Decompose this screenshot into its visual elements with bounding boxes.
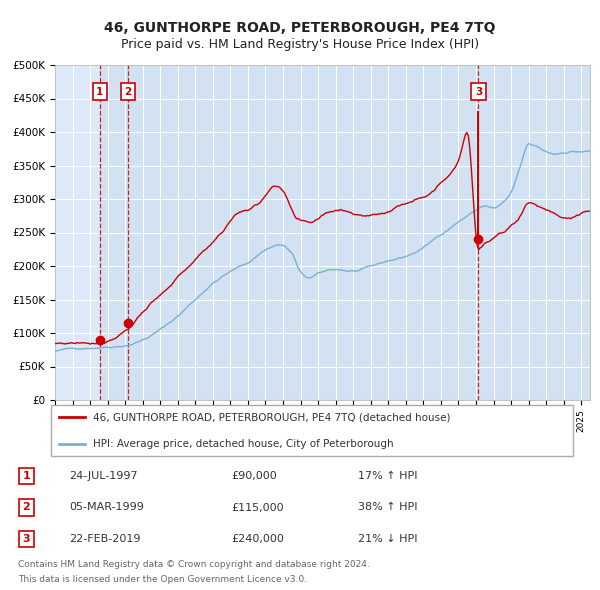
Text: £115,000: £115,000 <box>231 503 284 513</box>
Text: 21% ↓ HPI: 21% ↓ HPI <box>358 534 417 544</box>
Bar <box>128 65 590 400</box>
Text: 1: 1 <box>23 471 30 481</box>
Text: 17% ↑ HPI: 17% ↑ HPI <box>358 471 417 481</box>
Text: 22-FEB-2019: 22-FEB-2019 <box>70 534 141 544</box>
FancyBboxPatch shape <box>50 405 574 456</box>
Text: 46, GUNTHORPE ROAD, PETERBOROUGH, PE4 7TQ: 46, GUNTHORPE ROAD, PETERBOROUGH, PE4 7T… <box>104 21 496 35</box>
Bar <box>100 65 128 400</box>
Text: 05-MAR-1999: 05-MAR-1999 <box>70 503 145 513</box>
Text: 46, GUNTHORPE ROAD, PETERBOROUGH, PE4 7TQ (detached house): 46, GUNTHORPE ROAD, PETERBOROUGH, PE4 7T… <box>93 412 451 422</box>
Text: This data is licensed under the Open Government Licence v3.0.: This data is licensed under the Open Gov… <box>18 575 307 584</box>
Text: Contains HM Land Registry data © Crown copyright and database right 2024.: Contains HM Land Registry data © Crown c… <box>18 560 370 569</box>
Text: HPI: Average price, detached house, City of Peterborough: HPI: Average price, detached house, City… <box>93 439 394 449</box>
Text: 3: 3 <box>23 534 30 544</box>
Text: 2: 2 <box>23 503 30 513</box>
Text: £240,000: £240,000 <box>231 534 284 544</box>
Text: 2: 2 <box>125 87 132 97</box>
Text: Price paid vs. HM Land Registry's House Price Index (HPI): Price paid vs. HM Land Registry's House … <box>121 38 479 51</box>
Text: 38% ↑ HPI: 38% ↑ HPI <box>358 503 417 513</box>
Text: 24-JUL-1997: 24-JUL-1997 <box>70 471 138 481</box>
Text: 1: 1 <box>96 87 104 97</box>
Text: 3: 3 <box>475 87 482 97</box>
Text: £90,000: £90,000 <box>231 471 277 481</box>
